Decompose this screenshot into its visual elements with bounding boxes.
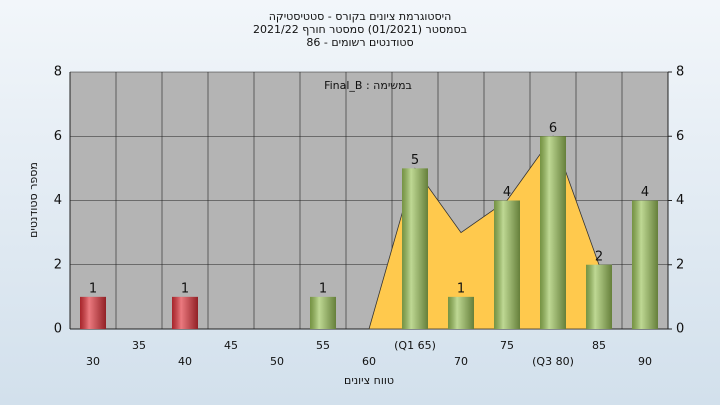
data-label: 1 [319, 281, 327, 296]
bar-shine [540, 136, 566, 329]
bar-shine [402, 168, 428, 329]
y2-tick-label: 0 [676, 322, 684, 337]
x-tick-label: (Q3 80) [532, 355, 574, 368]
x-tick-label: 35 [132, 339, 146, 352]
bar-shine [494, 200, 520, 329]
x-tick-label: 30 [86, 355, 100, 368]
x-tick-label: 45 [224, 339, 238, 352]
data-label: 4 [641, 185, 649, 200]
y-tick-label: 6 [54, 129, 62, 144]
bar-shine [448, 296, 474, 329]
bar-shine [586, 264, 612, 329]
x-tick-label: 70 [454, 355, 468, 368]
annotation: Final_B : במשימה [324, 79, 412, 92]
x-axis-label: טווח ציונים [344, 374, 394, 387]
bar-shine [310, 296, 336, 329]
data-label: 5 [411, 153, 419, 168]
x-tick-label: 85 [592, 339, 606, 352]
chart-subtitle: בסמסטר (01/2021) סמסטר חורף 2021/22 [253, 23, 467, 36]
bar-shine [80, 296, 106, 329]
x-tick-label: 75 [500, 339, 514, 352]
chart-subtitle: סטודנטים רשומים - 86 [306, 36, 413, 49]
x-tick-label: 90 [638, 355, 652, 368]
data-label: 4 [503, 185, 511, 200]
data-label: 1 [89, 281, 97, 296]
data-label: 1 [457, 281, 465, 296]
y-tick-label: 4 [54, 193, 62, 208]
bar-shine [172, 296, 198, 329]
y-tick-label: 2 [54, 257, 62, 272]
data-label: 6 [549, 121, 557, 136]
data-label: 2 [595, 249, 603, 264]
x-tick-label: 40 [178, 355, 192, 368]
y-axis-label: מספר סטודנטים [27, 162, 40, 238]
x-tick-label: 60 [362, 355, 376, 368]
y-tick-label: 0 [54, 322, 62, 337]
bar-shine [632, 200, 658, 329]
y-tick-label: 8 [54, 65, 62, 80]
y2-tick-label: 6 [676, 129, 684, 144]
chart-title: היסטוגרמת ציונים בקורס - סטטיסטיקה [269, 10, 452, 23]
x-tick-label: 50 [270, 355, 284, 368]
y2-tick-label: 8 [676, 65, 684, 80]
x-tick-label: (Q1 65) [394, 339, 436, 352]
y2-tick-label: 2 [676, 257, 684, 272]
y2-tick-label: 4 [676, 193, 684, 208]
x-tick-label: 55 [316, 339, 330, 352]
data-label: 1 [181, 281, 189, 296]
